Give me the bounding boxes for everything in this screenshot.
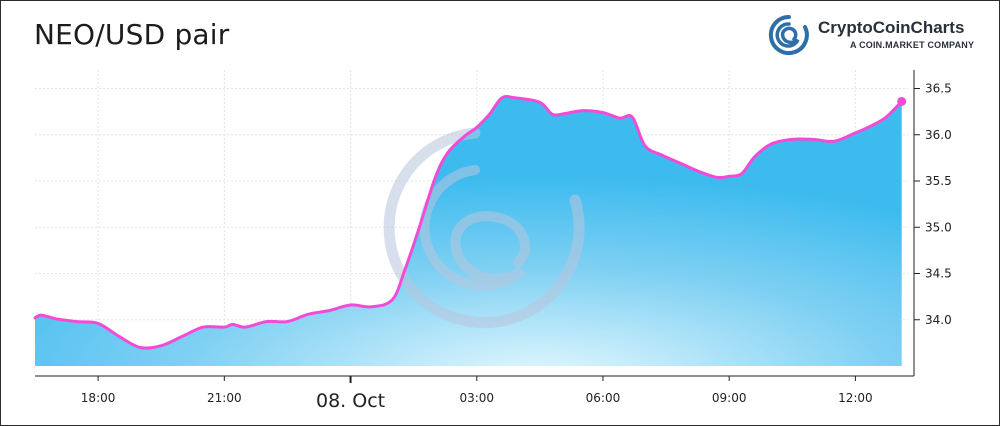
cryptocoincharts-watermark-icon	[383, 127, 585, 329]
price-area	[35, 96, 902, 366]
cryptocoincharts-logo-icon	[768, 14, 809, 55]
last-price-point	[897, 96, 907, 106]
y-tick-label: 34.0	[925, 313, 952, 327]
page-title: NEO/USD pair	[34, 18, 230, 51]
x-tick-label: 09:00	[712, 391, 747, 405]
tick-labels: 34.0 34.5 35.0 35.5 36.0 36.5 18:00 21:00 08. Oc…	[81, 82, 952, 413]
axes	[35, 70, 920, 383]
brand-subtitle: A COIN.MARKET COMPANY	[850, 40, 975, 50]
x-tick-label: 18:00	[81, 391, 116, 405]
x-tick-label: 21:00	[207, 391, 242, 405]
x-tick-label: 08. Oct	[316, 390, 385, 412]
x-tick-label: 03:00	[459, 391, 494, 405]
y-tick-label: 36.5	[925, 82, 952, 96]
y-tick-label: 35.0	[925, 220, 952, 234]
x-tick-label: 12:00	[838, 391, 873, 405]
y-tick-label: 36.0	[925, 128, 952, 142]
x-tick-label: 06:00	[586, 391, 621, 405]
y-tick-label: 35.5	[925, 174, 952, 188]
y-tick-label: 34.5	[925, 267, 952, 281]
brand[interactable]: CryptoCoinCharts A COIN.MARKET COMPANY	[768, 12, 993, 58]
brand-name: CryptoCoinCharts	[818, 18, 965, 37]
price-line	[33, 94, 904, 350]
